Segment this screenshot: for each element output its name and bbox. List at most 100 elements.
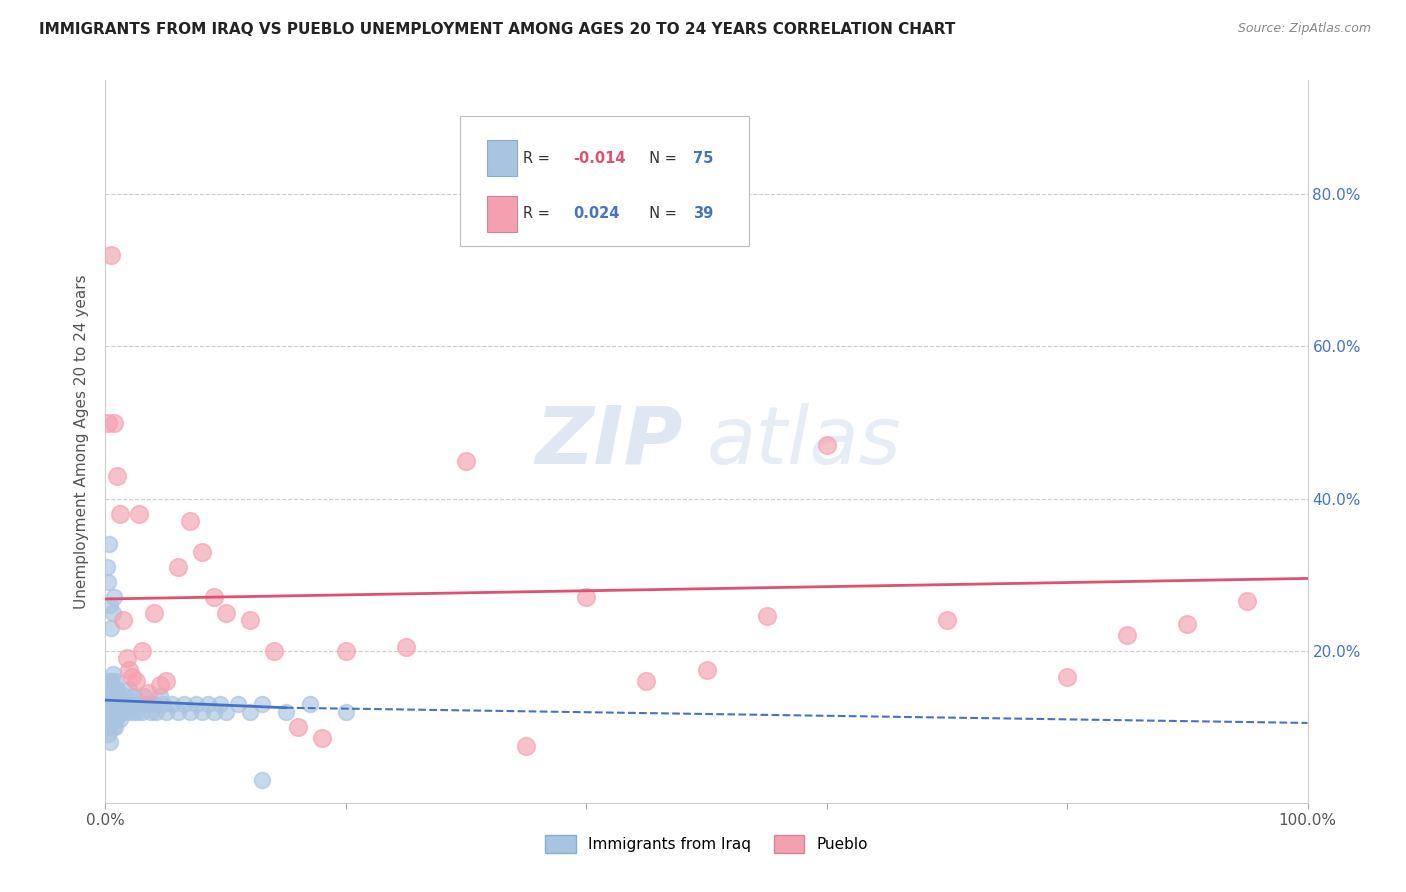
Text: ZIP: ZIP: [536, 402, 682, 481]
Point: [131, 643, 153, 657]
Point: [166, 705, 188, 719]
Point: [107, 681, 129, 696]
Point: [103, 705, 125, 719]
Point: [1177, 617, 1199, 632]
Point: [103, 591, 125, 605]
Point: [125, 705, 148, 719]
Point: [190, 545, 212, 559]
Point: [98, 720, 121, 734]
Text: R =: R =: [523, 151, 554, 166]
Point: [108, 507, 131, 521]
Point: [100, 697, 122, 711]
Point: [139, 705, 162, 719]
Point: [98, 674, 121, 689]
Point: [148, 678, 170, 692]
Text: IMMIGRANTS FROM IRAQ VS PUEBLO UNEMPLOYMENT AMONG AGES 20 TO 24 YEARS CORRELATIO: IMMIGRANTS FROM IRAQ VS PUEBLO UNEMPLOYM…: [39, 22, 956, 37]
Point: [136, 697, 159, 711]
Point: [118, 663, 141, 677]
Point: [108, 690, 131, 704]
Text: 75: 75: [693, 151, 714, 166]
Point: [98, 705, 121, 719]
Text: N =: N =: [640, 151, 682, 166]
Point: [936, 613, 959, 627]
Point: [124, 690, 146, 704]
Point: [97, 575, 120, 590]
Point: [145, 705, 167, 719]
Text: R =: R =: [523, 206, 558, 221]
Point: [190, 705, 212, 719]
Point: [117, 705, 139, 719]
Point: [107, 705, 129, 719]
Point: [815, 438, 838, 452]
Legend: Immigrants from Iraq, Pueblo: Immigrants from Iraq, Pueblo: [537, 827, 876, 860]
FancyBboxPatch shape: [486, 195, 516, 232]
Point: [287, 720, 309, 734]
Point: [98, 697, 121, 711]
Point: [115, 651, 138, 665]
Point: [298, 697, 321, 711]
Point: [335, 643, 357, 657]
Point: [112, 613, 135, 627]
Point: [103, 416, 125, 430]
Point: [121, 697, 143, 711]
Point: [166, 560, 188, 574]
Point: [121, 670, 143, 684]
Point: [105, 690, 128, 704]
Point: [197, 697, 219, 711]
Point: [104, 697, 127, 711]
Point: [96, 705, 118, 719]
Point: [214, 606, 236, 620]
Point: [1056, 670, 1078, 684]
Point: [179, 515, 201, 529]
Point: [98, 735, 121, 749]
Point: [111, 697, 134, 711]
Point: [98, 537, 121, 551]
Point: [124, 697, 146, 711]
FancyBboxPatch shape: [460, 117, 748, 246]
Point: [98, 598, 121, 612]
Point: [110, 705, 132, 719]
Point: [131, 705, 153, 719]
Point: [97, 690, 120, 704]
Point: [239, 705, 262, 719]
Point: [101, 690, 124, 704]
Point: [100, 712, 122, 726]
Point: [105, 712, 128, 726]
Point: [112, 705, 135, 719]
Point: [456, 453, 478, 467]
Point: [250, 772, 273, 787]
Point: [118, 681, 141, 696]
Point: [107, 697, 129, 711]
Point: [335, 705, 357, 719]
Point: [155, 674, 177, 689]
Point: [107, 468, 129, 483]
Point: [100, 248, 122, 262]
Point: [114, 690, 136, 704]
Point: [1116, 628, 1139, 642]
Point: [179, 705, 201, 719]
Point: [97, 416, 120, 430]
Point: [142, 697, 165, 711]
Point: [104, 674, 127, 689]
Point: [184, 697, 207, 711]
Point: [202, 705, 225, 719]
Point: [108, 712, 131, 726]
Point: [250, 697, 273, 711]
Point: [214, 705, 236, 719]
Point: [208, 697, 231, 711]
Point: [226, 697, 249, 711]
Text: 39: 39: [693, 206, 713, 221]
Point: [98, 690, 121, 704]
Text: 0.024: 0.024: [574, 206, 620, 221]
Point: [755, 609, 778, 624]
Text: -0.014: -0.014: [574, 151, 626, 166]
Point: [311, 731, 333, 746]
Point: [101, 606, 124, 620]
Point: [1236, 594, 1258, 608]
Point: [96, 681, 118, 696]
Point: [142, 606, 165, 620]
Text: atlas: atlas: [707, 402, 901, 481]
Point: [575, 591, 598, 605]
Point: [96, 560, 118, 574]
Point: [152, 697, 174, 711]
